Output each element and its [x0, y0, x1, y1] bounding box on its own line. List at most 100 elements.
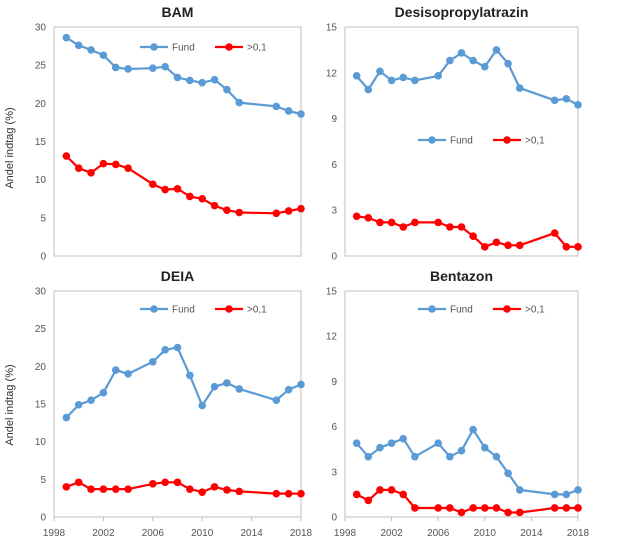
data-point-over-0-1-bentazon [481, 504, 489, 512]
data-point-over-0-1-bam [235, 208, 244, 217]
data-point-over-0-1-bentazon [411, 504, 419, 512]
data-point-over-0-1-deia [297, 489, 305, 498]
data-point-over-0-1-bam [284, 207, 293, 215]
x-tick-label-bentazon: 1998 [334, 528, 357, 539]
panel-title-bentazon: Bentazon [430, 268, 493, 284]
data-point-fund-deia [124, 370, 132, 378]
legend-marker-fund-desisopropylatrazin [428, 136, 436, 144]
data-point-over-0-1-bentazon [550, 504, 559, 512]
x-tick-label-deia: 2010 [191, 528, 214, 539]
data-point-fund-bam [99, 51, 108, 60]
y-tick-label-bam: 5 [40, 213, 46, 224]
data-point-fund-bam [297, 110, 305, 118]
x-tick-label-deia: 2018 [290, 528, 313, 539]
data-point-fund-bentazon [446, 452, 454, 461]
data-point-over-0-1-bentazon [469, 504, 477, 512]
y-tick-label-desisopropylatrazin: 0 [331, 252, 337, 263]
data-point-fund-bam [161, 62, 169, 71]
legend-label-fund-deia: Fund [172, 305, 195, 316]
data-point-fund-bentazon [387, 439, 396, 447]
data-point-fund-desisopropylatrazin [446, 56, 454, 65]
panel-title-desisopropylatrazin: Desisopropylatrazin [395, 4, 529, 20]
figure-y-axis-label-lower: Andel indtag (%) [4, 364, 16, 445]
data-point-fund-deia [210, 382, 219, 391]
legend-label-fund-bentazon: Fund [450, 305, 473, 316]
data-point-fund-desisopropylatrazin [550, 96, 559, 105]
data-point-fund-deia [62, 413, 71, 422]
data-point-over-0-1-desisopropylatrazin [574, 243, 582, 251]
data-point-fund-bentazon [515, 486, 524, 494]
data-point-fund-desisopropylatrazin [434, 72, 443, 80]
y-tick-label-deia: 25 [35, 324, 47, 335]
legend-label-fund-bam: Fund [172, 43, 195, 54]
data-point-fund-bentazon [411, 452, 419, 461]
data-point-over-0-1-desisopropylatrazin [364, 214, 373, 222]
data-point-fund-bentazon [562, 490, 571, 499]
legend-marker-fund-bam [150, 43, 158, 51]
plot-area-deia [53, 290, 302, 518]
data-point-fund-bam [173, 73, 182, 82]
data-point-fund-bam [210, 75, 219, 84]
y-tick-label-bentazon: 0 [331, 513, 337, 524]
data-point-over-0-1-deia [62, 483, 71, 491]
data-point-fund-deia [284, 385, 293, 394]
y-tick-label-desisopropylatrazin: 12 [326, 68, 338, 79]
legend-marker-over-0-1-deia [225, 305, 233, 313]
data-point-over-0-1-desisopropylatrazin [469, 232, 477, 240]
data-point-over-0-1-desisopropylatrazin [515, 241, 524, 250]
legend-marker-over-0-1-bam [225, 43, 233, 51]
data-point-fund-bam [111, 63, 120, 72]
data-point-over-0-1-bam [124, 164, 132, 173]
data-point-over-0-1-bam [74, 164, 83, 173]
y-tick-label-desisopropylatrazin: 6 [331, 160, 337, 171]
data-point-fund-bentazon [376, 443, 384, 452]
data-point-fund-deia [235, 385, 244, 393]
legend-marker-fund-bentazon [428, 305, 436, 313]
x-tick-label-deia: 2014 [240, 528, 263, 539]
legend-label-over-0-1-deia: >0,1 [247, 305, 267, 316]
data-point-over-0-1-bam [161, 185, 169, 194]
data-point-fund-bentazon [434, 439, 443, 447]
data-point-over-0-1-bam [111, 160, 120, 169]
data-point-over-0-1-bentazon [364, 496, 373, 505]
y-tick-label-desisopropylatrazin: 3 [331, 206, 337, 217]
data-point-fund-bentazon [574, 486, 582, 494]
data-point-fund-bentazon [481, 443, 489, 452]
data-point-fund-desisopropylatrazin [562, 94, 571, 103]
data-point-over-0-1-deia [74, 478, 83, 487]
legend-marker-over-0-1-desisopropylatrazin [503, 136, 511, 144]
data-point-over-0-1-desisopropylatrazin [387, 218, 396, 227]
y-tick-label-bentazon: 12 [326, 332, 338, 343]
legend-label-over-0-1-bentazon: >0,1 [525, 305, 545, 316]
data-point-over-0-1-deia [223, 486, 231, 494]
data-point-over-0-1-desisopropylatrazin [446, 223, 454, 231]
data-point-over-0-1-deia [149, 480, 157, 488]
data-point-over-0-1-deia [161, 478, 169, 487]
legend-label-over-0-1-bam: >0,1 [247, 43, 267, 54]
data-point-fund-bentazon [399, 434, 408, 443]
y-tick-label-bentazon: 3 [331, 467, 337, 478]
data-point-fund-deia [74, 400, 83, 409]
y-tick-label-deia: 30 [35, 287, 47, 298]
data-point-over-0-1-deia [173, 478, 182, 487]
data-point-fund-bentazon [550, 490, 559, 499]
y-tick-label-bentazon: 15 [326, 287, 338, 298]
data-point-fund-desisopropylatrazin [399, 73, 408, 82]
data-point-fund-bam [186, 76, 194, 85]
data-point-fund-desisopropylatrazin [457, 49, 466, 57]
y-tick-label-bam: 20 [35, 99, 47, 110]
x-tick-label-bentazon: 2002 [380, 528, 403, 539]
data-point-fund-deia [198, 401, 206, 410]
x-tick-label-deia: 2002 [92, 528, 115, 539]
data-point-fund-bentazon [364, 452, 373, 461]
y-tick-label-bentazon: 6 [331, 422, 337, 433]
data-point-over-0-1-desisopropylatrazin [457, 223, 466, 231]
data-point-fund-deia [111, 366, 120, 374]
data-point-over-0-1-desisopropylatrazin [399, 223, 408, 231]
data-point-over-0-1-bam [87, 168, 95, 177]
data-point-over-0-1-bam [149, 180, 157, 189]
data-point-fund-bentazon [492, 452, 501, 461]
data-point-fund-bam [62, 33, 71, 42]
data-point-over-0-1-desisopropylatrazin [434, 218, 443, 227]
